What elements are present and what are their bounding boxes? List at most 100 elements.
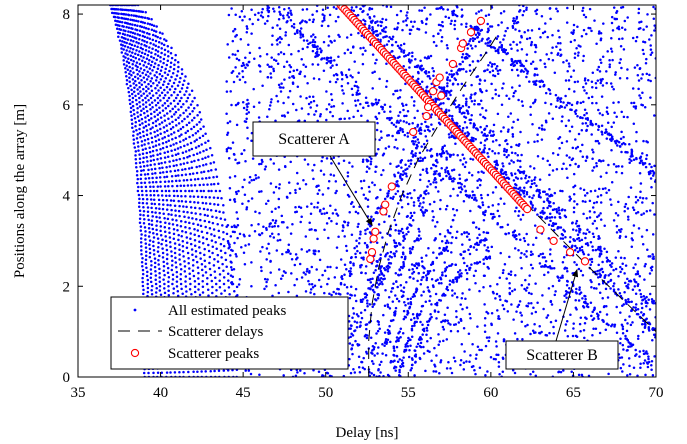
peak-dot	[463, 350, 466, 353]
peak-dot	[348, 342, 352, 345]
peak-dot	[587, 96, 591, 100]
peak-dot	[199, 251, 202, 255]
peak-dot	[406, 202, 410, 206]
peak-dot	[173, 242, 177, 245]
peak-dot	[315, 268, 318, 271]
peak-dot	[455, 276, 459, 280]
peak-dot	[163, 291, 167, 295]
peak-dot	[225, 265, 228, 269]
peak-dot	[516, 118, 520, 121]
peak-dot	[170, 268, 174, 272]
peak-dot	[265, 258, 268, 261]
peak-dot	[562, 255, 566, 259]
peak-dot	[336, 214, 340, 217]
peak-dot	[166, 262, 169, 265]
peak-dot	[150, 168, 154, 171]
peak-dot	[410, 214, 414, 218]
peak-dot	[132, 134, 135, 137]
peak-dot	[467, 42, 470, 46]
peak-dot	[191, 264, 195, 267]
peak-dot	[493, 62, 496, 66]
peak-dot	[128, 22, 132, 26]
peak-dot	[585, 155, 589, 158]
peak-dot	[196, 370, 199, 373]
peak-dot	[310, 265, 314, 269]
peak-dot	[411, 245, 415, 249]
peak-dot	[152, 29, 156, 32]
peak-dot	[186, 129, 190, 133]
peak-dot	[382, 274, 386, 277]
peak-dot	[623, 290, 626, 294]
peak-dot	[638, 196, 642, 199]
peak-dot	[458, 181, 462, 185]
peak-dot	[597, 124, 600, 128]
peak-dot	[209, 146, 212, 150]
peak-dot	[420, 80, 424, 83]
peak-dot	[138, 81, 141, 85]
peak-dot	[315, 184, 319, 188]
peak-dot	[474, 281, 477, 285]
peak-dot	[589, 240, 593, 244]
peak-dot	[643, 278, 646, 281]
peak-dot	[598, 310, 602, 314]
peak-dot	[447, 109, 451, 112]
peak-dot	[150, 219, 154, 222]
peak-dot	[443, 235, 447, 238]
peak-dot	[283, 115, 287, 118]
peak-dot	[340, 78, 344, 81]
peak-dot	[395, 13, 399, 17]
peak-dot	[198, 164, 201, 168]
peak-dot	[138, 201, 141, 205]
peak-dot	[481, 106, 484, 110]
peak-dot	[170, 85, 174, 88]
peak-dot	[597, 214, 601, 217]
peak-dot	[155, 233, 159, 236]
peak-dot	[208, 267, 212, 271]
peak-dot	[144, 120, 147, 124]
peak-dot	[385, 243, 389, 246]
peak-dot	[515, 143, 518, 147]
peak-dot	[650, 364, 653, 367]
peak-dot	[538, 178, 542, 181]
peak-dot	[207, 294, 210, 297]
peak-dot	[437, 333, 440, 336]
peak-dot	[184, 109, 188, 112]
peak-dot	[139, 113, 142, 117]
peak-dot	[202, 149, 205, 153]
peak-dot	[467, 248, 470, 252]
peak-dot	[288, 76, 291, 79]
peak-dot	[486, 22, 489, 26]
peak-dot	[515, 206, 518, 210]
peak-dot	[393, 173, 396, 177]
peak-dot	[173, 113, 176, 116]
peak-dot	[130, 114, 133, 118]
peak-dot	[181, 292, 184, 296]
peak-dot	[430, 113, 433, 116]
peak-dot	[414, 154, 417, 158]
peak-dot	[444, 170, 447, 174]
peak-dot	[149, 64, 153, 67]
peak-dot	[197, 144, 201, 148]
peak-dot	[160, 47, 163, 50]
peak-dot	[422, 271, 426, 275]
peak-dot	[489, 284, 492, 288]
peak-dot	[330, 293, 333, 297]
peak-dot	[121, 40, 124, 43]
peak-dot	[430, 155, 433, 158]
peak-dot	[432, 181, 435, 184]
peak-dot	[259, 14, 263, 17]
peak-dot	[446, 152, 449, 155]
peak-dot	[531, 329, 535, 333]
peak-dot	[366, 205, 370, 208]
peak-dot	[445, 156, 448, 159]
peak-dot	[186, 115, 189, 118]
peak-dot	[401, 128, 404, 131]
peak-dot	[518, 300, 522, 303]
peak-dot	[188, 226, 191, 230]
peak-dot	[204, 225, 207, 229]
peak-dot	[477, 10, 481, 13]
peak-dot	[444, 90, 448, 93]
peak-dot	[531, 206, 534, 209]
peak-dot	[428, 290, 431, 293]
